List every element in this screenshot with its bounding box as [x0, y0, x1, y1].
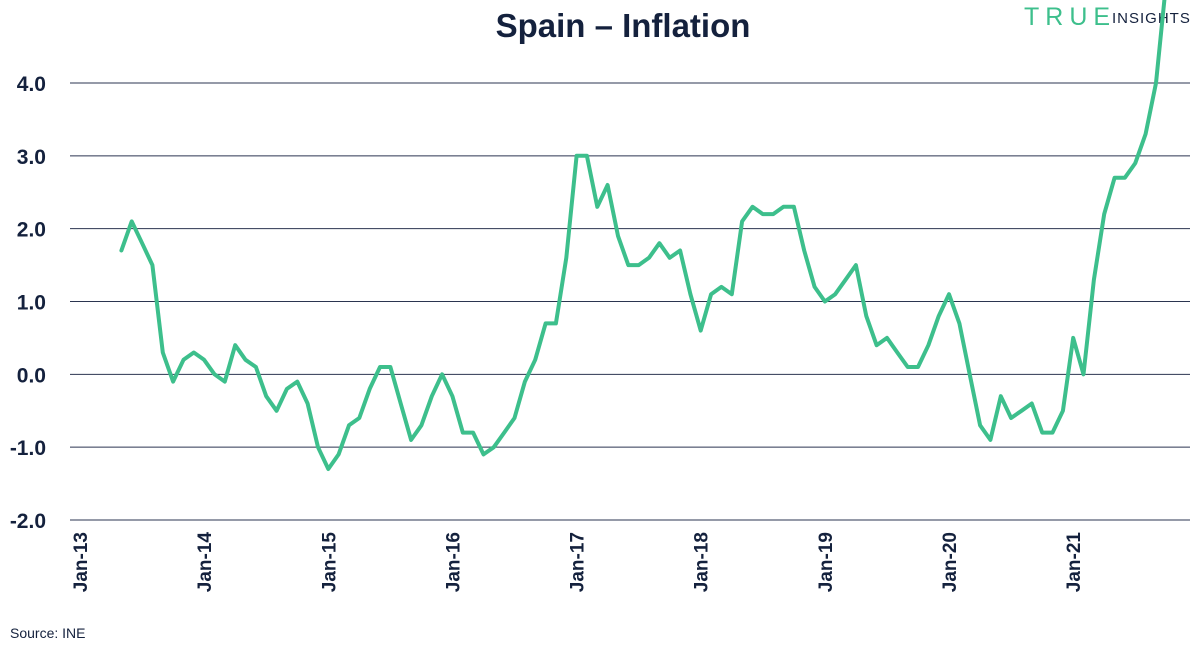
x-axis-ticks: Jan-13 Jan-14 Jan-15 Jan-16 Jan-17 Jan-18 Jan-…: [71, 532, 1085, 593]
y-tick-label: 4.0: [17, 73, 46, 96]
x-tick-label: Jan-19: [816, 532, 837, 592]
y-tick-label: -2.0: [10, 510, 46, 533]
brand-name-sub: INSIGHTS: [1112, 10, 1191, 27]
x-tick-label: Jan-20: [940, 532, 961, 592]
x-tick-label: Jan-14: [195, 532, 216, 593]
source-note: Source: INE: [10, 625, 85, 641]
series-layer: [119, 0, 1167, 471]
y-tick-label: 3.0: [17, 146, 46, 169]
y-tick-label: 1.0: [17, 292, 46, 315]
y-tick-label: 0.0: [17, 364, 46, 387]
x-tick-label: Jan-16: [443, 532, 464, 592]
y-tick-label: -1.0: [10, 437, 46, 460]
y-axis-ticks: -2.0 -1.0 0.0 1.0 2.0 3.0 4.0: [10, 73, 46, 533]
x-tick-label: Jan-17: [568, 532, 589, 592]
x-tick-label: Jan-15: [319, 532, 340, 593]
brand-logo: TRUE INSIGHTS: [1024, 3, 1191, 31]
x-tick-label: Jan-18: [692, 532, 713, 592]
brand-name-main: TRUE: [1024, 3, 1116, 31]
x-tick-label: Jan-13: [71, 532, 92, 592]
inflation-series-line: [119, 0, 1167, 471]
gridlines: [70, 82, 1190, 521]
y-tick-label: 2.0: [17, 219, 46, 242]
chart-title: Spain – Inflation: [496, 7, 751, 44]
x-tick-label: Jan-21: [1064, 532, 1085, 593]
